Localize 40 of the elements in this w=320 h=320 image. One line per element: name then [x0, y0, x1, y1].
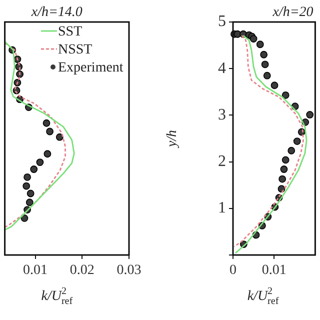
point	[26, 190, 34, 198]
x-tick-label: 0.01	[23, 263, 48, 278]
legend-label: NSST	[58, 42, 93, 58]
x-tick-label: 0.03	[116, 263, 142, 278]
point	[293, 138, 301, 145]
point	[42, 119, 50, 127]
chart-title: x/h=20	[272, 5, 314, 20]
point	[263, 72, 271, 80]
point	[280, 166, 288, 173]
y-tick-label: 5	[218, 13, 226, 30]
y-tick-label: 1	[218, 200, 226, 217]
y-tick-label: 3	[218, 106, 226, 124]
point	[30, 166, 38, 173]
x-tick-label: 0	[230, 263, 236, 278]
point	[270, 82, 278, 90]
x-tick-label: 0.02	[70, 263, 94, 278]
point	[288, 146, 296, 154]
point	[44, 150, 52, 158]
legend-label: Experiment	[58, 60, 124, 76]
y-tick-label: 2	[218, 153, 226, 170]
point	[36, 158, 44, 166]
point	[250, 35, 258, 42]
chart-title: x/h=14.0	[30, 5, 82, 20]
point	[256, 40, 264, 48]
point	[56, 133, 64, 141]
point	[26, 198, 34, 206]
point	[306, 111, 314, 118]
point	[22, 182, 30, 190]
point	[20, 214, 28, 222]
point	[24, 173, 31, 181]
point	[260, 50, 268, 58]
point	[278, 175, 286, 183]
point	[261, 60, 269, 68]
y-axis-title: y/h	[165, 130, 180, 150]
point	[46, 128, 54, 136]
point	[282, 156, 290, 164]
legend-label: SST	[58, 24, 83, 40]
point	[282, 91, 290, 99]
x-tick-label: 0.01	[262, 263, 286, 278]
y-tick-label: 4	[218, 60, 226, 77]
